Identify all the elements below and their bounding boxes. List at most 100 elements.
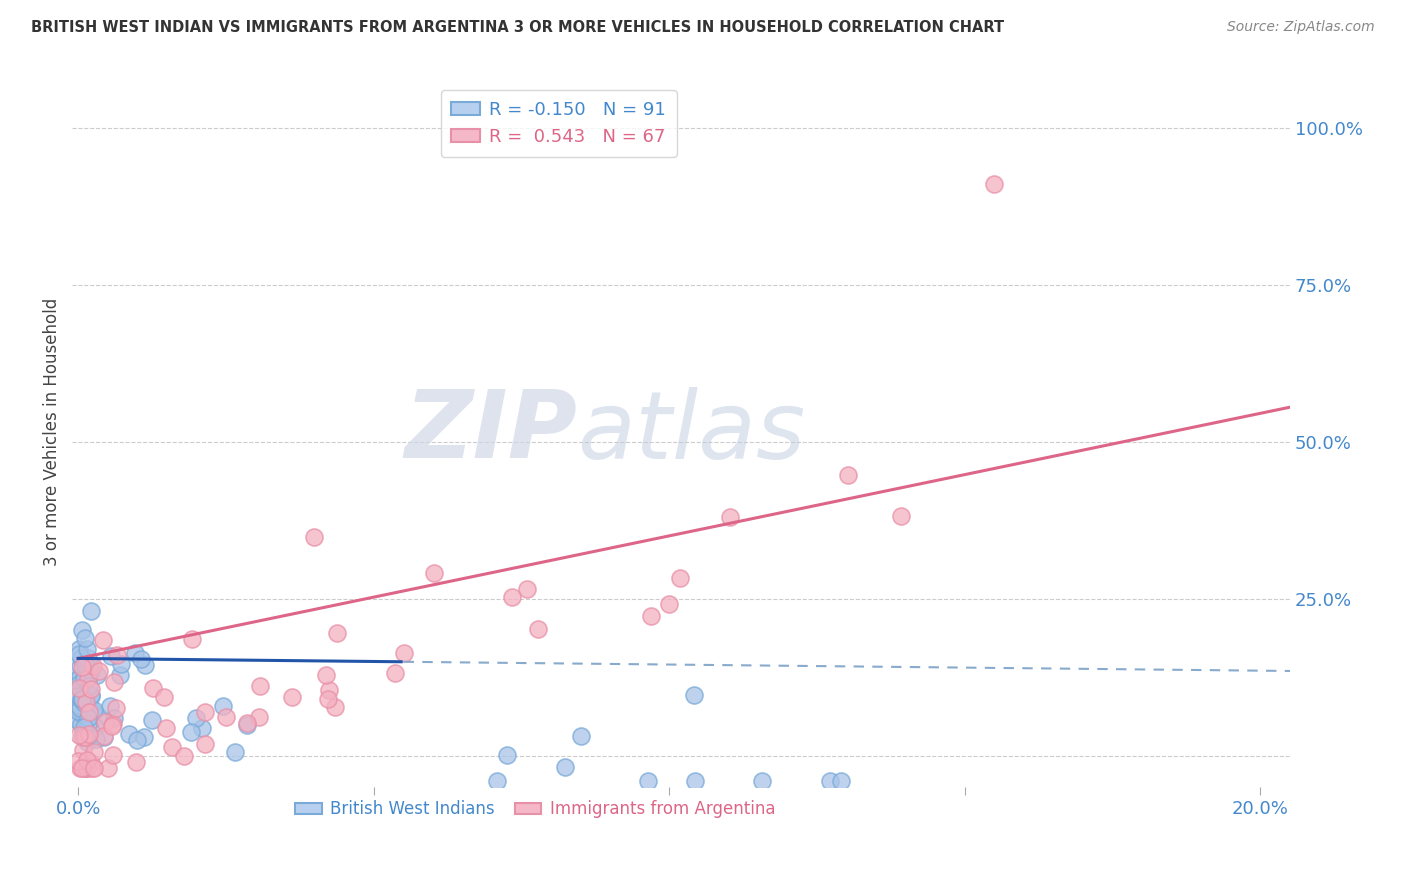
Point [69,700,91,714]
Point [485,773,508,788]
Point [73,720,96,734]
Point [73,730,96,744]
Point [131,652,153,666]
Point [80,761,103,775]
Point [77,705,100,719]
Point [173,748,195,763]
Point [75,631,97,645]
Point [554,760,576,774]
Point [76,711,98,725]
Point [77,671,100,685]
Point [125,755,148,769]
Legend: British West Indians, Immigrants from Argentina: British West Indians, Immigrants from Ar… [288,794,782,825]
Point [67,755,90,769]
Point [73,690,96,705]
Point [132,731,155,745]
Point [83,702,105,716]
Point [70,729,93,743]
Point [79,727,101,741]
Point [224,745,246,759]
Point [72,696,94,710]
Point [326,625,349,640]
Point [80,688,103,702]
Point [67,704,90,718]
Point [94,715,117,730]
Point [155,722,177,736]
Point [281,690,304,705]
Point [134,658,156,673]
Point [72,742,94,756]
Point [70,623,93,637]
Point [77,717,100,731]
Point [105,701,128,715]
Point [70,691,93,706]
Point [76,641,98,656]
Point [76,761,98,775]
Point [76,753,98,767]
Point [83,761,105,775]
Point [127,733,149,747]
Point [70,679,93,693]
Point [80,664,103,678]
Point [67,702,90,716]
Point [495,748,517,763]
Point [76,761,98,775]
Point [67,727,90,741]
Text: ZIP: ZIP [405,386,578,478]
Point [75,672,97,686]
Point [73,726,96,740]
Point [70,660,93,674]
Point [316,691,339,706]
Point [890,509,912,524]
Point [93,729,115,743]
Point [194,737,217,751]
Point [70,691,93,706]
Point [72,731,94,745]
Point [423,566,446,581]
Point [67,647,90,661]
Point [212,699,235,714]
Point [80,689,103,703]
Point [76,651,98,665]
Point [103,711,125,725]
Point [76,735,98,749]
Point [516,582,538,596]
Point [315,668,337,682]
Point [93,730,115,744]
Point [108,668,131,682]
Point [142,681,165,695]
Point [718,510,741,524]
Point [77,679,100,693]
Point [87,664,110,678]
Point [501,591,523,605]
Point [682,688,704,702]
Point [73,657,96,672]
Point [77,668,100,682]
Point [184,711,207,725]
Point [76,662,98,676]
Point [70,716,93,731]
Point [103,675,125,690]
Point [86,708,108,723]
Point [983,178,1005,192]
Point [527,622,550,636]
Point [101,719,124,733]
Point [97,761,120,775]
Point [70,676,93,690]
Text: BRITISH WEST INDIAN VS IMMIGRANTS FROM ARGENTINA 3 OR MORE VEHICLES IN HOUSEHOLD: BRITISH WEST INDIAN VS IMMIGRANTS FROM A… [31,20,1004,35]
Point [77,728,100,742]
Point [191,721,214,735]
Point [72,707,94,722]
Point [67,677,90,691]
Point [118,727,141,741]
Point [72,692,94,706]
Point [72,724,94,739]
Text: Source: ZipAtlas.com: Source: ZipAtlas.com [1227,20,1375,34]
Point [77,669,100,683]
Point [83,745,105,759]
Point [75,707,97,722]
Point [110,657,132,672]
Point [69,761,91,775]
Point [160,739,183,754]
Point [837,468,859,483]
